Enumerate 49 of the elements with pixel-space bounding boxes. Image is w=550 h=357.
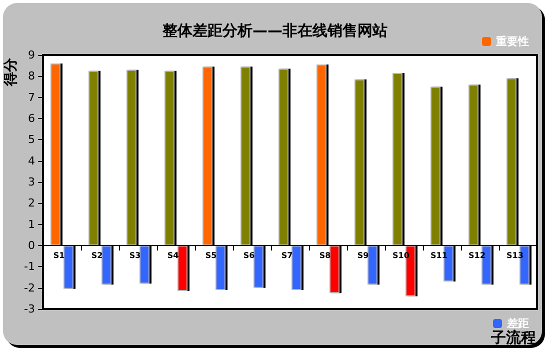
y-tick-label: 4 <box>28 154 35 168</box>
x-tick-label: S2 <box>91 251 103 260</box>
y-tick-label: 9 <box>28 48 35 62</box>
y-tick-label: 7 <box>28 90 35 104</box>
bar <box>240 66 250 246</box>
chart-title: 整体差距分析——非在线销售网站 <box>162 22 388 40</box>
y-tick-label: 2 <box>28 196 35 210</box>
x-tick-label: S9 <box>357 251 370 260</box>
bar <box>202 66 212 246</box>
bar <box>126 70 136 246</box>
bar <box>216 246 226 290</box>
bar <box>506 78 516 246</box>
bar <box>430 86 440 246</box>
x-tick-label: S8 <box>319 251 332 260</box>
bar <box>140 246 150 284</box>
x-tick-label: S1 <box>53 251 66 260</box>
y-tick-label: 6 <box>28 112 35 125</box>
x-tick-label: S4 <box>167 251 180 260</box>
bar <box>102 246 112 285</box>
bar <box>164 70 174 246</box>
bar <box>64 246 74 289</box>
x-tick-label: S6 <box>243 251 256 260</box>
x-tick-label: S7 <box>281 251 293 260</box>
bar <box>368 246 378 285</box>
bar <box>254 246 264 288</box>
bar <box>88 70 98 246</box>
bar <box>354 79 364 246</box>
x-axis-title: 子流程 <box>490 328 536 346</box>
y-tick-label: 0 <box>28 239 35 252</box>
y-tick-label: -1 <box>24 260 35 274</box>
y-tick-label: 3 <box>28 176 35 188</box>
bar <box>330 246 340 294</box>
legend-label: 重要性 <box>495 35 529 48</box>
legend-label: 差距 <box>506 317 529 330</box>
bar <box>292 246 302 290</box>
x-tick-label: S3 <box>129 251 141 260</box>
y-axis-title: 得分 <box>3 57 19 87</box>
bar <box>392 72 402 246</box>
y-tick-label: 5 <box>28 133 35 146</box>
y-tick-label: -2 <box>24 281 35 294</box>
x-tick-label: S5 <box>205 251 218 260</box>
bar <box>316 64 326 246</box>
bar <box>178 246 188 292</box>
y-tick-label: 8 <box>28 70 35 83</box>
bar <box>278 68 288 246</box>
y-tick-label: 1 <box>28 218 35 231</box>
bar <box>468 84 478 246</box>
y-tick-label: -3 <box>24 302 35 316</box>
bar <box>50 63 60 246</box>
